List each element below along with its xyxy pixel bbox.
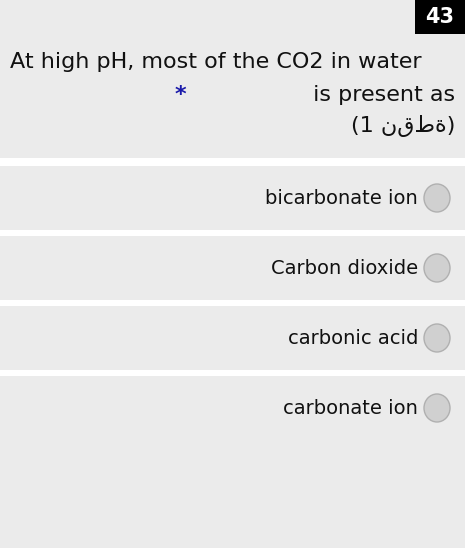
FancyBboxPatch shape [0, 370, 465, 376]
Text: At high pH, most of the CO2 in water: At high pH, most of the CO2 in water [10, 52, 422, 72]
Text: carbonic acid: carbonic acid [288, 328, 418, 347]
FancyBboxPatch shape [0, 376, 465, 440]
Ellipse shape [424, 324, 450, 352]
Text: (1 نقطة): (1 نقطة) [351, 115, 455, 137]
Ellipse shape [424, 184, 450, 212]
FancyBboxPatch shape [0, 236, 465, 300]
FancyBboxPatch shape [0, 166, 465, 230]
Text: bicarbonate ion: bicarbonate ion [265, 189, 418, 208]
FancyBboxPatch shape [415, 0, 465, 34]
FancyBboxPatch shape [0, 158, 465, 166]
Ellipse shape [424, 254, 450, 282]
Text: 43: 43 [425, 7, 454, 27]
Ellipse shape [424, 394, 450, 422]
Text: *: * [175, 85, 186, 105]
Text: Carbon dioxide: Carbon dioxide [271, 259, 418, 277]
FancyBboxPatch shape [0, 300, 465, 306]
Text: is present as: is present as [306, 85, 455, 105]
Text: carbonate ion: carbonate ion [283, 398, 418, 418]
FancyBboxPatch shape [0, 306, 465, 370]
FancyBboxPatch shape [0, 230, 465, 236]
